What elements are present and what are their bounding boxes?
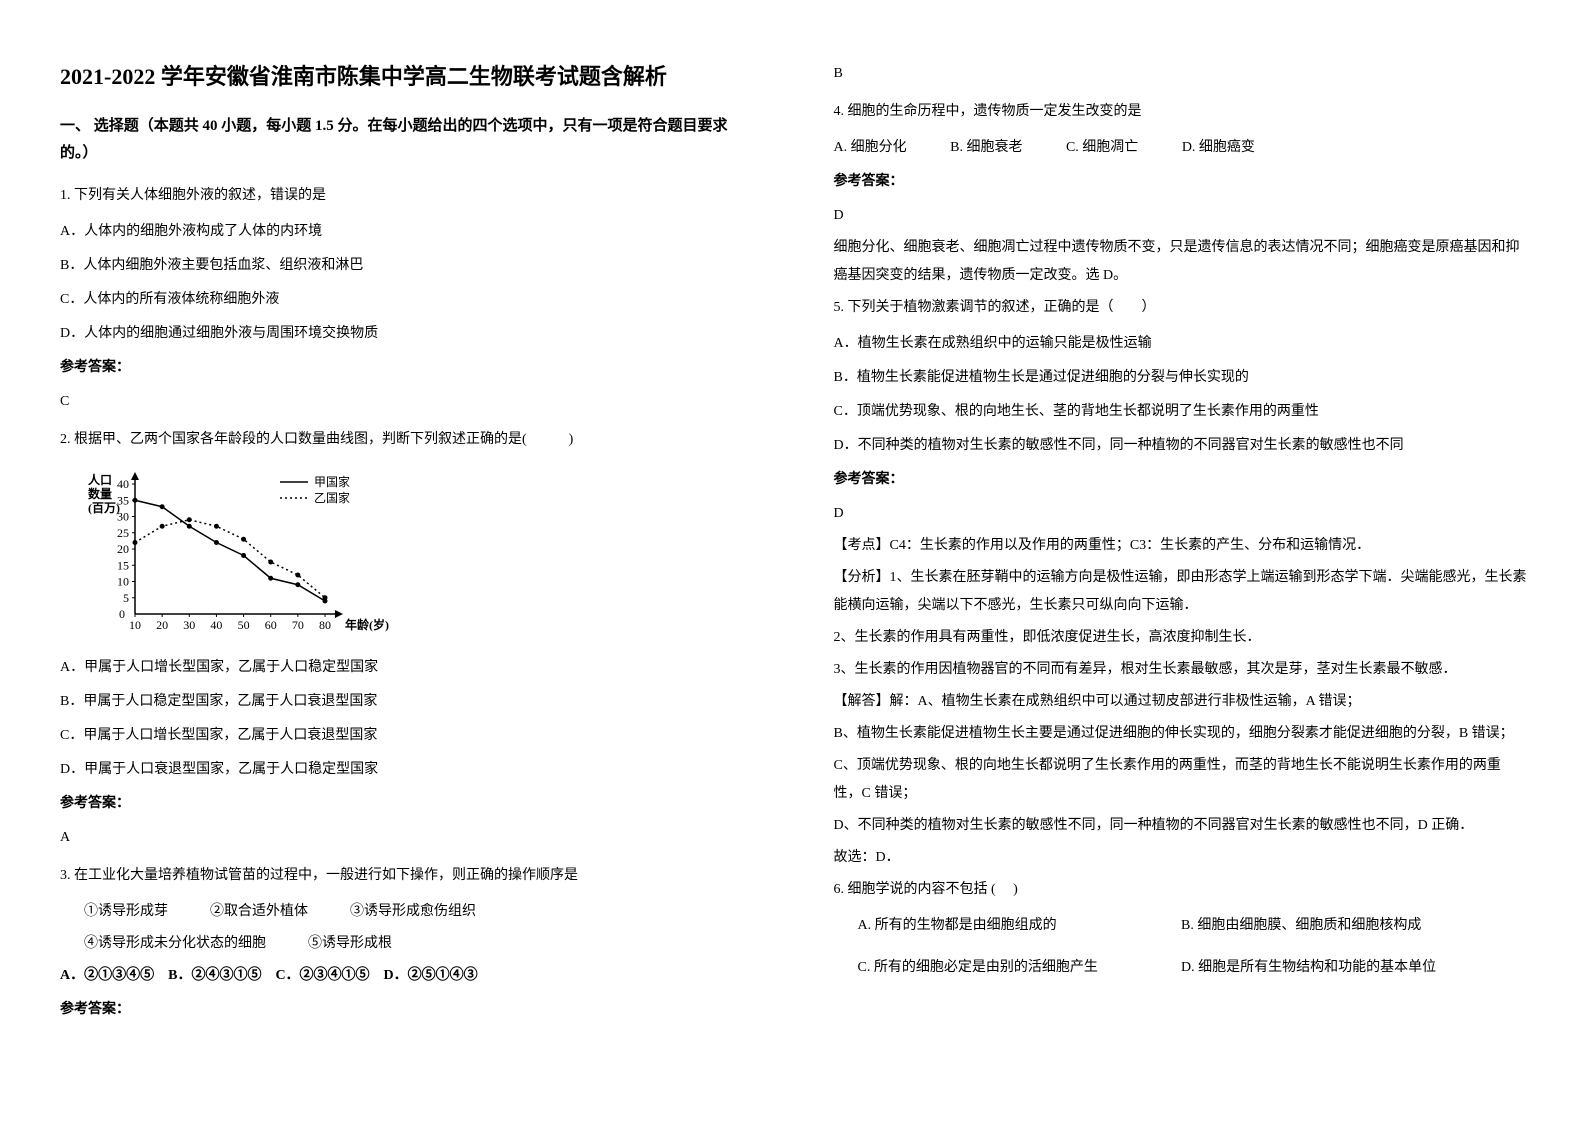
q6-stem: 6. 细胞学说的内容不包括 ( ) <box>834 876 1528 904</box>
q5-opt-a: A．植物生长素在成熟组织中的运输只能是极性运输 <box>834 330 1528 358</box>
svg-text:5: 5 <box>123 591 129 605</box>
q1-opt-d: D．人体内的细胞通过细胞外液与周围环境交换物质 <box>60 320 754 348</box>
q2-chart: 05101520253035401020304050607080人口数量(百万)… <box>80 464 754 644</box>
svg-text:50: 50 <box>238 618 250 632</box>
svg-text:40: 40 <box>210 618 222 632</box>
svg-text:20: 20 <box>117 542 129 556</box>
q3-answer-label: 参考答案： <box>60 996 754 1024</box>
q3-opts: A．②①③④⑤ B．②④③①⑤ C．②③④①⑤ D．②⑤①④③ <box>60 962 754 990</box>
q2-answer: A <box>60 824 754 852</box>
q5-p7: C、顶端优势现象、根的向地生长都说明了生长素作用的两重性，而茎的背地生长不能说明… <box>834 752 1528 808</box>
q5-p9: 故选：D． <box>834 844 1528 872</box>
q6-row2: C. 所有的细胞必定是由别的活细胞产生 D. 细胞是所有生物结构和功能的基本单位 <box>834 954 1528 982</box>
svg-text:40: 40 <box>117 477 129 491</box>
q2-stem: 2. 根据甲、乙两个国家各年龄段的人口数量曲线图，判断下列叙述正确的是( ) <box>60 426 754 454</box>
q5-answer: D <box>834 500 1528 528</box>
svg-text:10: 10 <box>117 575 129 589</box>
q3-line1: ①诱导形成芽 ②取合适外植体 ③诱导形成愈伤组织 <box>60 898 754 926</box>
q5-p3: 2、生长素的作用具有两重性，即低浓度促进生长，高浓度抑制生长． <box>834 624 1528 652</box>
q5-p1: 【考点】C4：生长素的作用以及作用的两重性；C3：生长素的产生、分布和运输情况． <box>834 532 1528 560</box>
q4-opt-c: C. 细胞凋亡 <box>1066 134 1138 162</box>
svg-text:15: 15 <box>117 558 129 572</box>
svg-text:30: 30 <box>183 618 195 632</box>
q5-p6: B、植物生长素能促进植物生长主要是通过促进细胞的伸长实现的，细胞分裂素才能促进细… <box>834 720 1528 748</box>
svg-text:20: 20 <box>156 618 168 632</box>
svg-text:甲国家: 甲国家 <box>314 474 350 489</box>
svg-text:数量: 数量 <box>88 486 112 501</box>
q4-options: A. 细胞分化 B. 细胞衰老 C. 细胞凋亡 D. 细胞癌变 <box>834 134 1528 162</box>
q5-p4: 3、生长素的作用因植物器官的不同而有差异，根对生长素最敏感，其次是芽，茎对生长素… <box>834 656 1528 684</box>
svg-text:25: 25 <box>117 526 129 540</box>
svg-text:年龄(岁): 年龄(岁) <box>345 617 389 632</box>
q6-opt-c: C. 所有的细胞必定是由别的活细胞产生 <box>858 954 1138 982</box>
q2-opt-c: C．甲属于人口增长型国家，乙属于人口衰退型国家 <box>60 722 754 750</box>
q1-opt-b: B．人体内细胞外液主要包括血浆、组织液和淋巴 <box>60 252 754 280</box>
svg-text:80: 80 <box>319 618 331 632</box>
q5-opt-c: C．顶端优势现象、根的向地生长、茎的背地生长都说明了生长素作用的两重性 <box>834 398 1528 426</box>
svg-text:人口: 人口 <box>88 472 112 487</box>
q4-stem: 4. 细胞的生命历程中，遗传物质一定发生改变的是 <box>834 98 1528 126</box>
q5-stem: 5. 下列关于植物激素调节的叙述，正确的是（ ） <box>834 294 1528 322</box>
q4-answer-label: 参考答案： <box>834 168 1528 196</box>
q2-answer-label: 参考答案： <box>60 790 754 818</box>
svg-text:0: 0 <box>119 607 125 621</box>
svg-text:乙国家: 乙国家 <box>314 490 350 505</box>
q1-answer: C <box>60 388 754 416</box>
q4-answer: D <box>834 202 1528 230</box>
svg-text:10: 10 <box>129 618 141 632</box>
q5-answer-label: 参考答案： <box>834 466 1528 494</box>
q6-opt-a: A. 所有的生物都是由细胞组成的 <box>858 912 1138 940</box>
q6-opt-b: B. 细胞由细胞膜、细胞质和细胞核构成 <box>1181 912 1421 940</box>
svg-text:60: 60 <box>265 618 277 632</box>
q3-line2: ④诱导形成未分化状态的细胞 ⑤诱导形成根 <box>60 930 754 958</box>
q5-p2: 【分析】1、生长素在胚芽鞘中的运输方向是极性运输，即由形态学上端运输到形态学下端… <box>834 564 1528 620</box>
q5-opt-b: B．植物生长素能促进植物生长是通过促进细胞的分裂与伸长实现的 <box>834 364 1528 392</box>
q2-opt-d: D．甲属于人口衰退型国家，乙属于人口稳定型国家 <box>60 756 754 784</box>
q1-opt-c: C．人体内的所有液体统称细胞外液 <box>60 286 754 314</box>
q2-opt-b: B．甲属于人口稳定型国家，乙属于人口衰退型国家 <box>60 688 754 716</box>
q1-stem: 1. 下列有关人体细胞外液的叙述，错误的是 <box>60 182 754 210</box>
q3-stem: 3. 在工业化大量培养植物试管苗的过程中，一般进行如下操作，则正确的操作顺序是 <box>60 862 754 890</box>
q4-explanation: 细胞分化、细胞衰老、细胞凋亡过程中遗传物质不变，只是遗传信息的表达情况不同；细胞… <box>834 234 1528 290</box>
q5-opt-d: D．不同种类的植物对生长素的敏感性不同，同一种植物的不同器官对生长素的敏感性也不… <box>834 432 1528 460</box>
q1-opt-a: A．人体内的细胞外液构成了人体的内环境 <box>60 218 754 246</box>
q6-opt-d: D. 细胞是所有生物结构和功能的基本单位 <box>1181 954 1436 982</box>
q4-opt-a: A. 细胞分化 <box>834 134 907 162</box>
q4-opt-b: B. 细胞衰老 <box>950 134 1022 162</box>
q5-p8: D、不同种类的植物对生长素的敏感性不同，同一种植物的不同器官对生长素的敏感性也不… <box>834 812 1528 840</box>
q6-row1: A. 所有的生物都是由细胞组成的 B. 细胞由细胞膜、细胞质和细胞核构成 <box>834 912 1528 940</box>
q3-answer: B <box>834 60 1528 88</box>
page-title: 2021-2022 学年安徽省淮南市陈集中学高二生物联考试题含解析 <box>60 60 754 93</box>
q5-p5: 【解答】解：A、植物生长素在成熟组织中可以通过韧皮部进行非极性运输，A 错误； <box>834 688 1528 716</box>
section-heading: 一、 选择题（本题共 40 小题，每小题 1.5 分。在每小题给出的四个选项中，… <box>60 113 754 167</box>
q2-opt-a: A．甲属于人口增长型国家，乙属于人口稳定型国家 <box>60 654 754 682</box>
svg-text:70: 70 <box>292 618 304 632</box>
svg-text:(百万): (百万) <box>88 501 120 515</box>
q1-answer-label: 参考答案： <box>60 354 754 382</box>
q4-opt-d: D. 细胞癌变 <box>1182 134 1255 162</box>
